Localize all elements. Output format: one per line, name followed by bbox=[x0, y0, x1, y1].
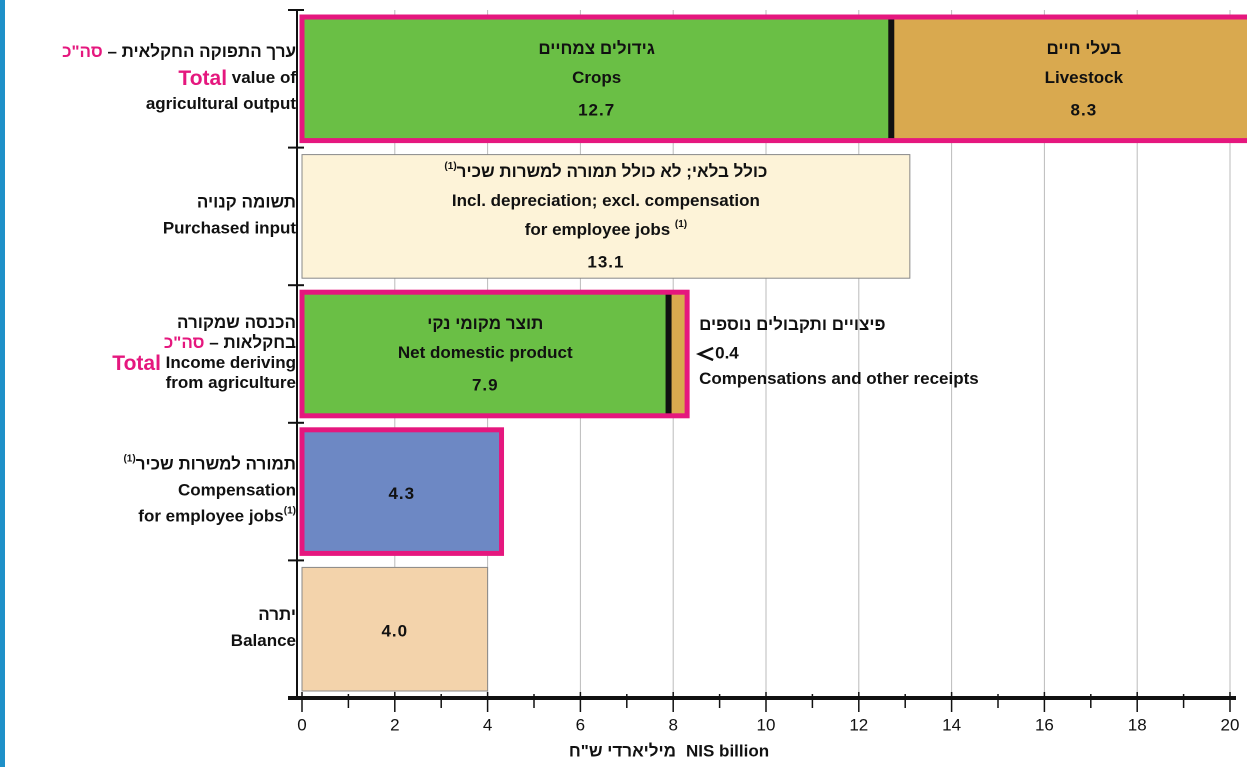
label-line: for employee jobs (1) bbox=[525, 219, 687, 240]
label-line: Crops bbox=[572, 68, 621, 87]
label-part: סה"כ bbox=[62, 42, 103, 61]
label-part: בעלי חיים bbox=[1046, 39, 1121, 58]
label-part: יתרה bbox=[258, 606, 296, 625]
x-axis-title-he: מיליארדי ש"ח bbox=[569, 741, 676, 760]
label-part: (1) bbox=[284, 505, 296, 516]
label-part: Compensations and other receipts bbox=[699, 369, 979, 388]
edge-strip bbox=[0, 0, 5, 767]
bar-segment bbox=[302, 154, 910, 279]
x-tick-label: 4 bbox=[483, 715, 492, 734]
label-line: Net domestic product bbox=[398, 343, 573, 362]
label-line: Compensations and other receipts bbox=[699, 369, 979, 388]
value-label: 12.7 bbox=[578, 100, 615, 119]
label-part: הכנסה שמקורה bbox=[177, 313, 296, 332]
label-line: agricultural output bbox=[146, 94, 297, 113]
label-line: הכנסה שמקורה bbox=[177, 313, 296, 332]
label-part: Total bbox=[178, 66, 227, 89]
label-part: תמורה למשרות שכיר bbox=[136, 455, 296, 474]
bar-outline bbox=[299, 427, 505, 556]
bar-segment bbox=[668, 292, 688, 416]
label-part: כולל בלאי; לא כולל תמורה למשרות שכיר bbox=[457, 162, 768, 181]
x-axis-title: NIS billion bbox=[686, 741, 769, 760]
label-part: (1) bbox=[675, 219, 687, 230]
label-part: בחקלאות – bbox=[205, 333, 297, 352]
label-part: Crops bbox=[572, 68, 621, 87]
bar-outline bbox=[299, 14, 1247, 144]
label-part: Net domestic product bbox=[398, 343, 573, 362]
value-label: 13.1 bbox=[587, 252, 624, 271]
x-tick-label: 14 bbox=[942, 715, 961, 734]
label-line: כולל בלאי; לא כולל תמורה למשרות שכיר(1) bbox=[444, 161, 767, 182]
label-part: גידולים צמחיים bbox=[538, 39, 655, 58]
pointer bbox=[695, 346, 714, 362]
value-label: 0.4 bbox=[715, 343, 739, 362]
label-part: Income deriving bbox=[161, 353, 296, 372]
label-part: תשומה קנויה bbox=[197, 193, 296, 212]
label-part: from agriculture bbox=[166, 373, 296, 392]
bar-segment bbox=[302, 17, 892, 141]
value-label: 7.9 bbox=[472, 375, 499, 394]
label-line: Compensation bbox=[178, 481, 296, 500]
x-tick-label: 18 bbox=[1128, 715, 1147, 734]
label-part: for employee jobs bbox=[525, 220, 675, 239]
label-line: תוצר מקומי נקי bbox=[427, 314, 543, 333]
x-tick-label: 6 bbox=[576, 715, 585, 734]
label-part: Livestock bbox=[1045, 68, 1124, 87]
label-line: תשומה קנויה bbox=[197, 193, 296, 212]
bar-outline bbox=[301, 566, 489, 692]
x-tick-label: 2 bbox=[390, 715, 399, 734]
bar-segment bbox=[891, 17, 1247, 141]
label-part: (1) bbox=[123, 453, 135, 464]
x-tick-label: 10 bbox=[757, 715, 776, 734]
x-tick-label: 12 bbox=[849, 715, 868, 734]
label-part: (1) bbox=[444, 161, 456, 172]
x-tick-label: 0 bbox=[297, 715, 306, 734]
value-label: 8.3 bbox=[1071, 100, 1098, 119]
label-part: פיצויים ותקבולים נוספים bbox=[699, 315, 885, 334]
label-line: Incl. depreciation; excl. compensation bbox=[452, 191, 760, 210]
label-part: סה"כ bbox=[164, 333, 205, 352]
label-line: Total Income deriving bbox=[112, 352, 296, 375]
label-line: for employee jobs(1) bbox=[138, 505, 296, 526]
label-line: Livestock bbox=[1045, 68, 1124, 87]
bar-segment bbox=[302, 429, 502, 554]
label-part: ערך התפוקה החקלאית – bbox=[103, 42, 296, 61]
bar-segment bbox=[302, 567, 488, 691]
label-line: Purchased input bbox=[163, 219, 297, 238]
label-line: יתרה bbox=[258, 606, 296, 625]
label-line: פיצויים ותקבולים נוספים bbox=[699, 315, 885, 334]
label-line: from agriculture bbox=[166, 373, 296, 392]
label-part: תוצר מקומי נקי bbox=[427, 314, 543, 333]
label-part: agricultural output bbox=[146, 94, 297, 113]
label-line: בחקלאות – סה"כ bbox=[164, 333, 296, 352]
label-part: Compensation bbox=[178, 481, 296, 500]
label-part: Balance bbox=[231, 632, 296, 651]
value-label: 4.3 bbox=[388, 484, 415, 503]
label-line: Balance bbox=[231, 632, 296, 651]
label-line: ערך התפוקה החקלאית – סה"כ bbox=[62, 42, 296, 61]
label-part: Total bbox=[112, 352, 161, 375]
x-tick-label: 16 bbox=[1035, 715, 1054, 734]
label-line: Total value of bbox=[178, 66, 296, 89]
x-tick-label: 20 bbox=[1221, 715, 1240, 734]
bar-outline bbox=[299, 289, 690, 419]
bar-segment bbox=[302, 292, 669, 416]
label-part: for employee jobs bbox=[138, 507, 283, 526]
label-line: גידולים צמחיים bbox=[538, 39, 655, 58]
label-part: Purchased input bbox=[163, 219, 297, 238]
label-line: תמורה למשרות שכיר(1) bbox=[123, 453, 296, 474]
bar-outline bbox=[301, 154, 911, 279]
label-line: בעלי חיים bbox=[1046, 39, 1121, 58]
x-tick-label: 8 bbox=[668, 715, 677, 734]
label-part: Incl. depreciation; excl. compensation bbox=[452, 191, 760, 210]
bars: גידולים צמחיים Crops 12.7 בעלי חיים Livestoc… bbox=[299, 14, 1247, 692]
label-part: value of bbox=[227, 68, 296, 87]
value-label: 4.0 bbox=[381, 622, 408, 641]
